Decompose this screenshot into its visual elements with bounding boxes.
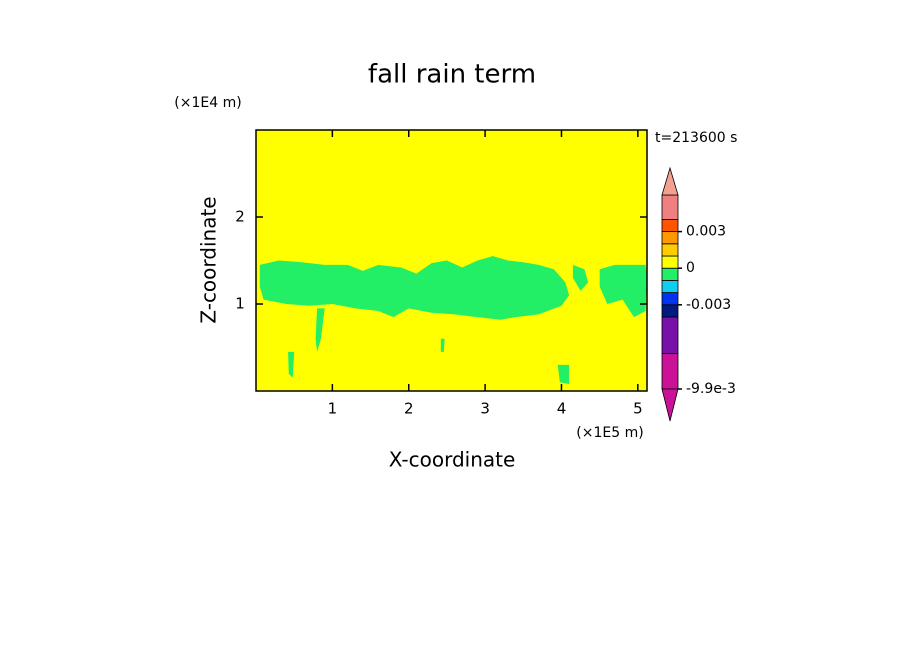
x-tick-label: 2	[404, 400, 414, 418]
contour-region	[557, 364, 570, 384]
contour-region	[599, 264, 647, 318]
colorbar-tick-label: 0	[686, 260, 695, 276]
x-unit: (×1E5 m)	[576, 425, 643, 441]
time-annotation: t=213600 s	[655, 130, 737, 146]
x-axis-label: X-coordinate	[389, 448, 516, 472]
colorbar-segment	[661, 316, 679, 355]
colorbar-segment	[661, 267, 679, 281]
y-unit: (×1E4 m)	[174, 95, 241, 111]
contour-region	[440, 338, 445, 352]
field-background	[256, 130, 647, 391]
colorbar-segment	[661, 243, 679, 257]
colorbar-segment	[661, 255, 679, 269]
contour-region	[259, 256, 570, 320]
colorbar-segment	[661, 353, 679, 390]
y-tick-label: 1	[235, 295, 245, 313]
x-tick-label: 3	[480, 400, 490, 418]
colorbar-segment	[661, 280, 679, 294]
colorbar-segment	[661, 219, 679, 233]
x-tick-label: 4	[557, 400, 567, 418]
colorbar-segment	[661, 231, 679, 245]
x-tick-label: 5	[633, 400, 643, 418]
contour-region	[288, 351, 295, 378]
colorbar-tick-label: -0.003	[686, 297, 731, 313]
x-tick-label: 1	[328, 400, 338, 418]
contour-region	[315, 308, 325, 352]
y-axis-label: Z-coordinate	[197, 196, 221, 323]
colorbar-extend-bottom	[661, 388, 679, 422]
colorbar-tick-label: 0.003	[686, 224, 726, 240]
colorbar-extend-top	[661, 166, 679, 196]
contour-region	[572, 264, 589, 291]
colorbar-segment	[661, 304, 679, 318]
colorbar-segment	[661, 194, 679, 220]
chart-title: fall rain term	[368, 60, 536, 90]
y-tick-label: 2	[235, 208, 245, 226]
plot-frame	[255, 129, 648, 392]
colorbar-segment	[661, 292, 679, 306]
colorbar-tick-label: -9.9e-3	[686, 381, 736, 397]
